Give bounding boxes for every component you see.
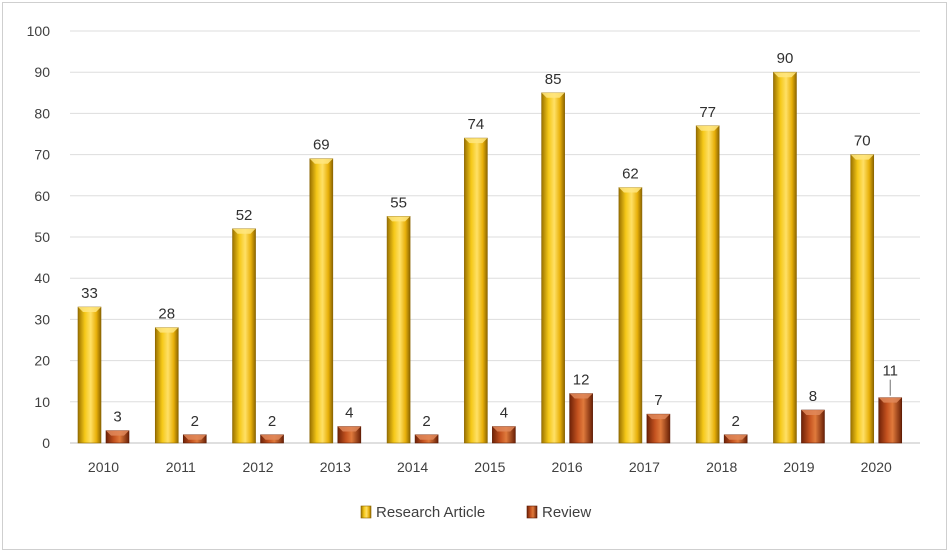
x-tick-label: 2010 (88, 459, 119, 475)
y-tick-label: 80 (34, 105, 50, 121)
x-tick-label: 2016 (552, 459, 583, 475)
research-article-bar (695, 125, 720, 444)
research-article-bar-top (232, 228, 256, 234)
y-tick-label: 10 (34, 394, 50, 410)
review-bar-top (337, 426, 361, 432)
research-article-data-label: 28 (158, 306, 175, 323)
research-article-data-label: 52 (236, 207, 253, 224)
research-article-data-label: 85 (545, 71, 562, 88)
research-article-bar (309, 158, 334, 444)
research-article-bar (464, 137, 488, 444)
y-tick-label: 30 (34, 311, 50, 327)
review-data-label: 4 (500, 405, 508, 422)
x-tick-label: 2015 (474, 459, 505, 475)
x-tick-label: 2019 (783, 459, 814, 475)
y-tick-label: 60 (34, 188, 50, 204)
research-article-bar-top (464, 138, 488, 144)
review-data-label: 7 (654, 392, 662, 409)
legend-swatch-review (526, 505, 538, 519)
research-article-data-label: 74 (468, 116, 485, 133)
review-data-label: 2 (422, 413, 430, 430)
review-data-label: 2 (732, 413, 740, 430)
research-article-bar (773, 71, 797, 444)
x-tick-label: 2017 (629, 459, 660, 475)
research-article-data-label: 33 (81, 285, 98, 302)
research-article-data-label: 77 (699, 104, 716, 121)
research-article-data-label: 70 (854, 133, 871, 150)
research-article-bar-top (618, 187, 642, 193)
y-tick-label: 40 (34, 270, 50, 286)
research-article-bar (386, 216, 411, 444)
research-article-bar (154, 327, 179, 444)
review-data-label: 12 (573, 372, 590, 389)
y-tick-label: 90 (34, 64, 50, 80)
review-bar-top (415, 434, 439, 440)
x-axis: 2010 2011 2012 2013 2014 2015 2016 2017 2018 2019… (88, 459, 892, 475)
review-bar (878, 397, 903, 444)
review-bar-top (260, 434, 284, 440)
y-tick-label: 20 (34, 353, 50, 369)
review-bar-top (492, 426, 516, 432)
research-article-data-label: 69 (313, 137, 330, 154)
research-article-bar (618, 187, 643, 444)
y-tick-label: 50 (34, 229, 50, 245)
legend-label-review: Review (542, 504, 591, 521)
y-axis: 0 10 20 30 40 50 60 70 80 90 100 (27, 23, 51, 451)
legend-label-research-article: Research Article (376, 504, 485, 521)
review-data-label: 4 (345, 405, 353, 422)
legend: Research Article Review (360, 504, 591, 521)
review-bar-top (183, 434, 207, 440)
research-article-bar-top (773, 72, 797, 78)
review-bar (569, 393, 593, 444)
research-article-bar-top (387, 216, 411, 222)
review-data-label: 2 (268, 413, 276, 430)
review-data-label: 11 (882, 363, 898, 380)
research-article-bar-top (541, 92, 565, 98)
review-data-label: 2 (191, 413, 199, 430)
review-bar-top (878, 397, 902, 403)
review-data-label: 8 (809, 388, 817, 405)
research-article-bar (77, 306, 102, 444)
review-bar-top (106, 430, 129, 436)
review-data-label: 3 (113, 409, 121, 426)
research-article-data-label: 55 (390, 194, 407, 211)
review-bar-top (724, 434, 748, 440)
review-bar-top (646, 414, 670, 420)
x-tick-label: 2011 (166, 459, 196, 475)
research-article-bar-top (850, 154, 874, 160)
x-tick-label: 2014 (397, 459, 428, 475)
x-tick-label: 2013 (320, 459, 351, 475)
review-bar-top (569, 393, 593, 399)
research-article-bar-top (78, 307, 101, 313)
research-article-bar (541, 92, 565, 444)
research-article-bar-top (309, 158, 333, 164)
research-article-data-label: 90 (777, 50, 794, 67)
research-article-bar-top (155, 327, 179, 333)
y-tick-label: 0 (42, 435, 50, 451)
legend-swatch-research-article (360, 505, 372, 519)
y-tick-label: 70 (34, 147, 50, 163)
research-article-bar (232, 228, 256, 444)
research-article-bar-top (696, 125, 720, 131)
x-tick-label: 2012 (242, 459, 273, 475)
x-tick-label: 2018 (706, 459, 737, 475)
x-tick-label: 2020 (861, 459, 892, 475)
y-tick-label: 100 (27, 23, 51, 39)
research-article-data-label: 62 (622, 166, 639, 183)
research-article-bar (850, 154, 875, 444)
review-bar-top (801, 410, 825, 416)
